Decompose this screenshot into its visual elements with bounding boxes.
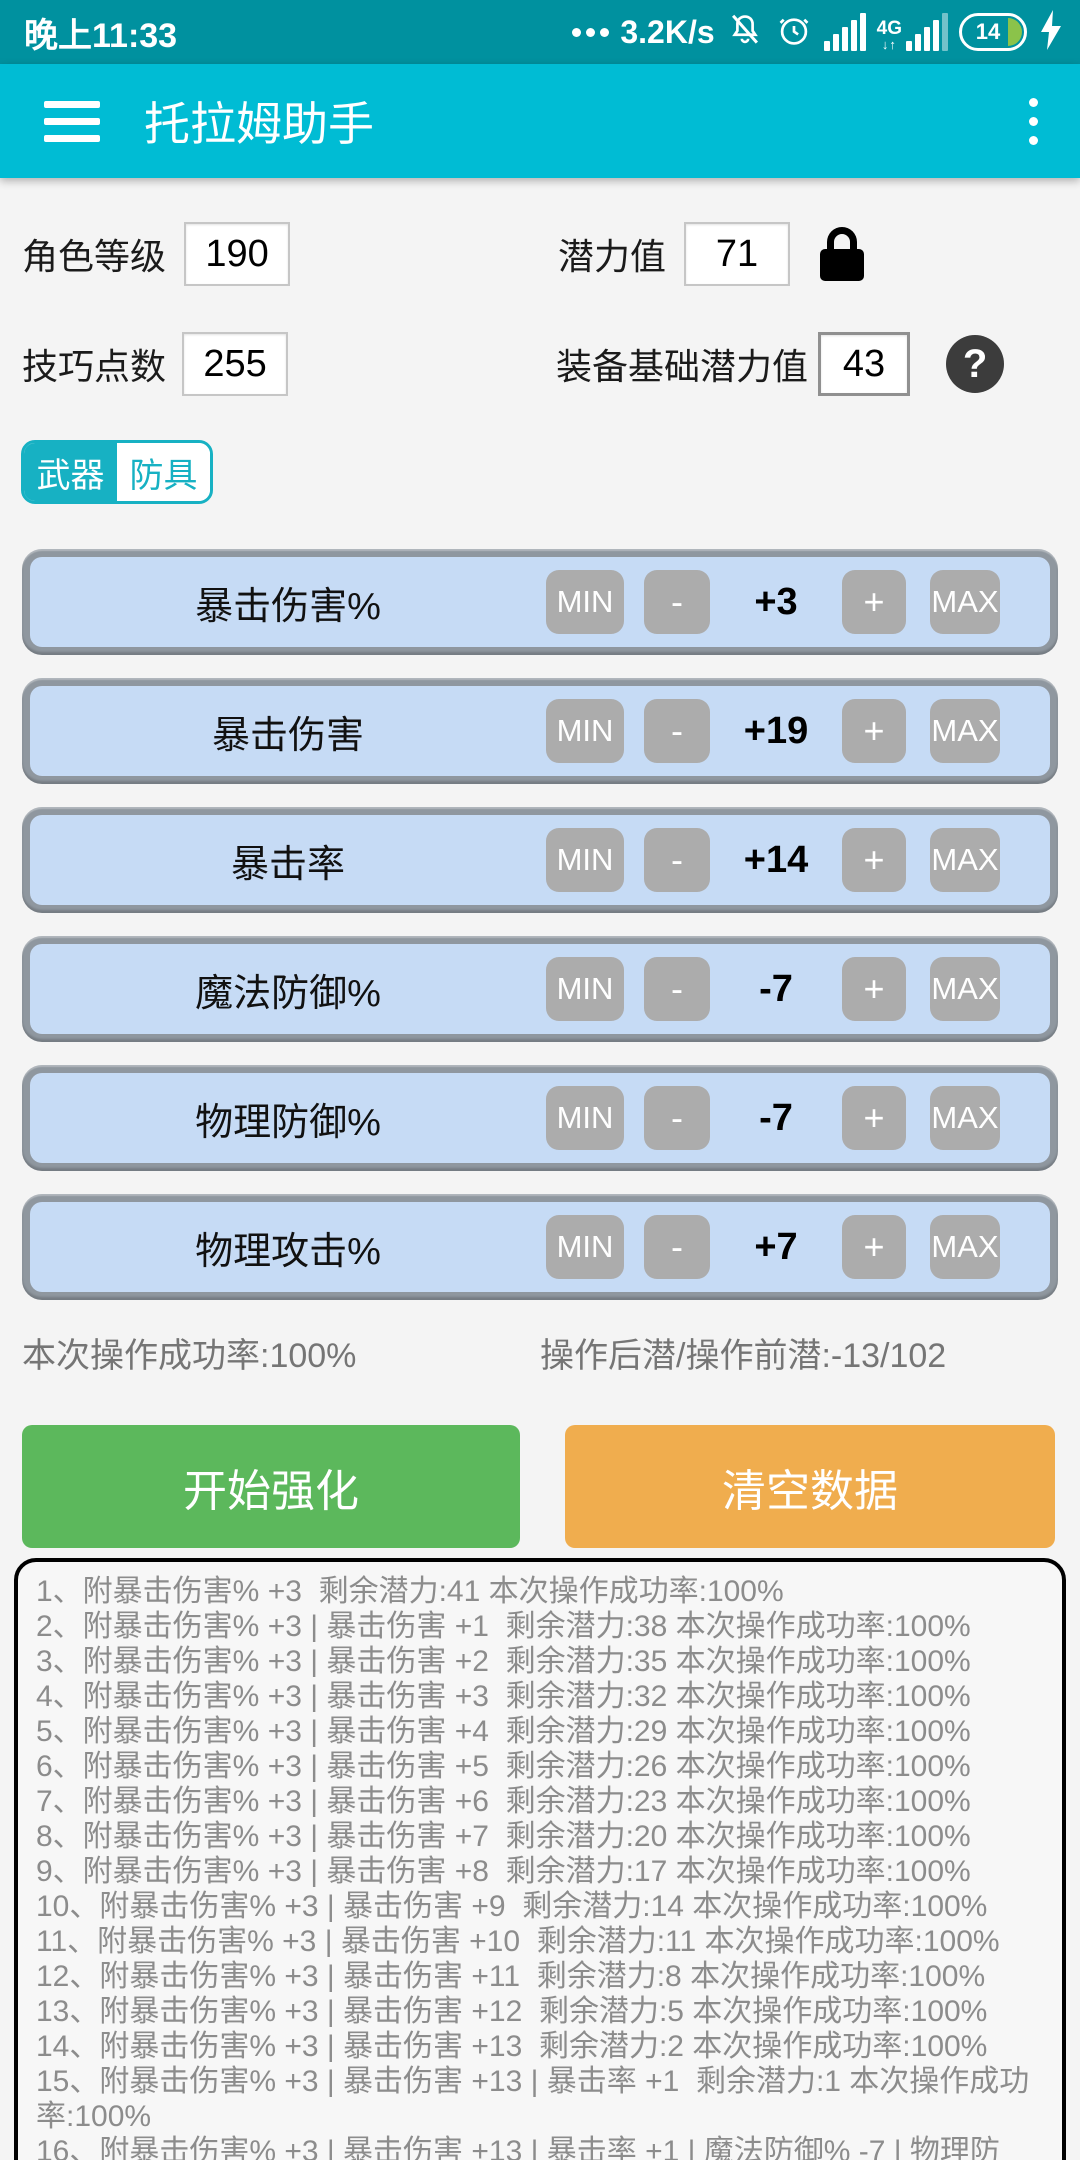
min-button[interactable]: MIN bbox=[546, 570, 624, 634]
tab-weapon[interactable]: 武器 bbox=[24, 443, 117, 501]
stat-label: 暴击伤害% bbox=[195, 585, 381, 628]
battery-icon: 14 bbox=[959, 13, 1027, 51]
min-button[interactable]: MIN bbox=[546, 828, 624, 892]
increase-button[interactable]: + bbox=[842, 1215, 906, 1279]
stat-row-phys-atk-pct: 物理攻击% MIN - +7 + MAX bbox=[22, 1194, 1058, 1300]
potential-change-text: 操作后潜/操作前潜:-13/102 bbox=[540, 1337, 947, 1375]
status-icons: 3.2K/s 4G ↓↑ 14 bbox=[572, 9, 1064, 55]
log-line: 3、附暴击伤害% +3 | 暴击伤害 +2 剩余潜力:35 本次操作成功率:10… bbox=[36, 1645, 971, 1678]
app-bar: 托拉姆助手 bbox=[0, 64, 1080, 178]
decrease-button[interactable]: - bbox=[644, 570, 710, 634]
form-row-1: 角色等级 潜力值 bbox=[0, 222, 1080, 286]
form-row-2: 技巧点数 装备基础潜力值 ? bbox=[0, 332, 1080, 396]
decrease-button[interactable]: - bbox=[644, 1086, 710, 1150]
equip-type-tabs: 武器 防具 bbox=[21, 440, 213, 504]
log-line: 2、附暴击伤害% +3 | 暴击伤害 +1 剩余潜力:38 本次操作成功率:10… bbox=[36, 1610, 971, 1643]
min-button[interactable]: MIN bbox=[546, 1086, 624, 1150]
log-line: 13、附暴击伤害% +3 | 暴击伤害 +12 剩余潜力:5 本次操作成功率:1… bbox=[36, 1995, 988, 2028]
action-buttons: 开始强化 清空数据 bbox=[22, 1425, 1055, 1548]
increase-button[interactable]: + bbox=[842, 570, 906, 634]
summary-row: 本次操作成功率:100% 操作后潜/操作前潜:-13/102 bbox=[22, 1328, 1058, 1377]
sim2-signal-icon: 4G ↓↑ bbox=[877, 13, 948, 51]
stat-value: +7 bbox=[754, 1225, 798, 1268]
enhance-log[interactable]: 1、附暴击伤害% +3 剩余潜力:41 本次操作成功率:100% 2、附暴击伤害… bbox=[14, 1558, 1066, 2160]
stat-value: +14 bbox=[743, 838, 809, 881]
log-line: 15、附暴击伤害% +3 | 暴击伤害 +13 | 暴击率 +1 剩余潜力:1 … bbox=[36, 2065, 1030, 2133]
stat-label: 物理防御% bbox=[195, 1101, 381, 1144]
menu-icon[interactable] bbox=[44, 100, 100, 142]
log-line: 5、附暴击伤害% +3 | 暴击伤害 +4 剩余潜力:29 本次操作成功率:10… bbox=[36, 1715, 971, 1748]
clear-data-button[interactable]: 清空数据 bbox=[565, 1425, 1055, 1548]
max-button[interactable]: MAX bbox=[930, 1215, 1000, 1279]
increase-button[interactable]: + bbox=[842, 699, 906, 763]
stat-list: 暴击伤害% MIN - +3 + MAX 暴击伤害 MIN - +19 + MA… bbox=[0, 549, 1080, 1300]
character-level-label: 角色等级 bbox=[22, 236, 167, 277]
stat-label: 暴击率 bbox=[230, 843, 345, 886]
stat-value: +19 bbox=[743, 709, 809, 752]
base-potential-input[interactable] bbox=[818, 332, 911, 396]
status-bar: 晚上11:33 3.2K/s 4G ↓↑ 14 bbox=[0, 0, 1080, 64]
start-enhance-button[interactable]: 开始强化 bbox=[22, 1425, 520, 1548]
clock-time: 晚上11:33 bbox=[24, 16, 178, 55]
log-line: 7、附暴击伤害% +3 | 暴击伤害 +6 剩余潜力:23 本次操作成功率:10… bbox=[36, 1785, 971, 1818]
stat-label: 暴击伤害 bbox=[211, 714, 364, 757]
decrease-button[interactable]: - bbox=[644, 957, 710, 1021]
stat-row-magic-def-pct: 魔法防御% MIN - -7 + MAX bbox=[22, 936, 1058, 1042]
stat-value: -7 bbox=[759, 967, 793, 1010]
max-button[interactable]: MAX bbox=[930, 699, 1000, 763]
battery-level: 14 bbox=[975, 19, 1001, 44]
more-notifications-icon bbox=[572, 27, 610, 37]
min-button[interactable]: MIN bbox=[546, 957, 624, 1021]
stat-label: 魔法防御% bbox=[195, 972, 381, 1015]
log-line: 11、附暴击伤害% +3 | 暴击伤害 +10 剩余潜力:11 本次操作成功率:… bbox=[36, 1925, 1000, 1958]
log-line: 14、附暴击伤害% +3 | 暴击伤害 +13 剩余潜力:2 本次操作成功率:1… bbox=[36, 2030, 988, 2063]
log-line: 12、附暴击伤害% +3 | 暴击伤害 +11 剩余潜力:8 本次操作成功率:1… bbox=[36, 1960, 986, 1993]
log-line: 8、附暴击伤害% +3 | 暴击伤害 +7 剩余潜力:20 本次操作成功率:10… bbox=[36, 1820, 971, 1853]
mute-icon bbox=[726, 11, 764, 54]
tab-armor[interactable]: 防具 bbox=[117, 443, 210, 501]
lock-icon[interactable] bbox=[820, 227, 865, 281]
log-line: 10、附暴击伤害% +3 | 暴击伤害 +9 剩余潜力:14 本次操作成功率:1… bbox=[36, 1890, 988, 1923]
stat-value: +3 bbox=[754, 580, 798, 623]
min-button[interactable]: MIN bbox=[546, 1215, 624, 1279]
stat-value: -7 bbox=[759, 1096, 793, 1139]
max-button[interactable]: MAX bbox=[930, 957, 1000, 1021]
skill-points-input[interactable] bbox=[182, 332, 289, 396]
stat-row-crit-damage-pct: 暴击伤害% MIN - +3 + MAX bbox=[22, 549, 1058, 655]
network-speed: 3.2K/s bbox=[620, 13, 715, 50]
increase-button[interactable]: + bbox=[842, 957, 906, 1021]
log-line: 4、附暴击伤害% +3 | 暴击伤害 +3 剩余潜力:32 本次操作成功率:10… bbox=[36, 1680, 971, 1713]
min-button[interactable]: MIN bbox=[546, 699, 624, 763]
log-line: 6、附暴击伤害% +3 | 暴击伤害 +5 剩余潜力:26 本次操作成功率:10… bbox=[36, 1750, 971, 1783]
skill-points-label: 技巧点数 bbox=[22, 346, 167, 387]
potential-input[interactable] bbox=[684, 222, 791, 286]
charging-icon bbox=[1038, 9, 1064, 55]
decrease-button[interactable]: - bbox=[644, 1215, 710, 1279]
stat-row-crit-rate: 暴击率 MIN - +14 + MAX bbox=[22, 807, 1058, 913]
base-potential-label: 装备基础潜力值 bbox=[556, 346, 809, 387]
stat-row-crit-damage: 暴击伤害 MIN - +19 + MAX bbox=[22, 678, 1058, 784]
overflow-menu-icon[interactable] bbox=[1023, 92, 1044, 151]
stat-row-phys-def-pct: 物理防御% MIN - -7 + MAX bbox=[22, 1065, 1058, 1171]
page-title: 托拉姆助手 bbox=[144, 98, 374, 150]
max-button[interactable]: MAX bbox=[930, 828, 1000, 892]
max-button[interactable]: MAX bbox=[930, 570, 1000, 634]
alarm-icon bbox=[775, 11, 813, 54]
log-line: 1、附暴击伤害% +3 剩余潜力:41 本次操作成功率:100% bbox=[36, 1575, 784, 1608]
log-line: 9、附暴击伤害% +3 | 暴击伤害 +8 剩余潜力:17 本次操作成功率:10… bbox=[36, 1855, 971, 1888]
decrease-button[interactable]: - bbox=[644, 828, 710, 892]
potential-label: 潜力值 bbox=[558, 236, 667, 277]
success-rate-text: 本次操作成功率:100% bbox=[22, 1337, 357, 1375]
log-line: 16、附暴击伤害% +3 | 暴击伤害 +13 | 暴击率 +1 | 魔法防御%… bbox=[36, 2135, 1000, 2160]
increase-button[interactable]: + bbox=[842, 828, 906, 892]
max-button[interactable]: MAX bbox=[930, 1086, 1000, 1150]
help-icon[interactable]: ? bbox=[946, 335, 1005, 393]
decrease-button[interactable]: - bbox=[644, 699, 710, 763]
increase-button[interactable]: + bbox=[842, 1086, 906, 1150]
stat-label: 物理攻击% bbox=[195, 1230, 381, 1273]
signal-icon bbox=[823, 13, 866, 51]
character-level-input[interactable] bbox=[184, 222, 291, 286]
